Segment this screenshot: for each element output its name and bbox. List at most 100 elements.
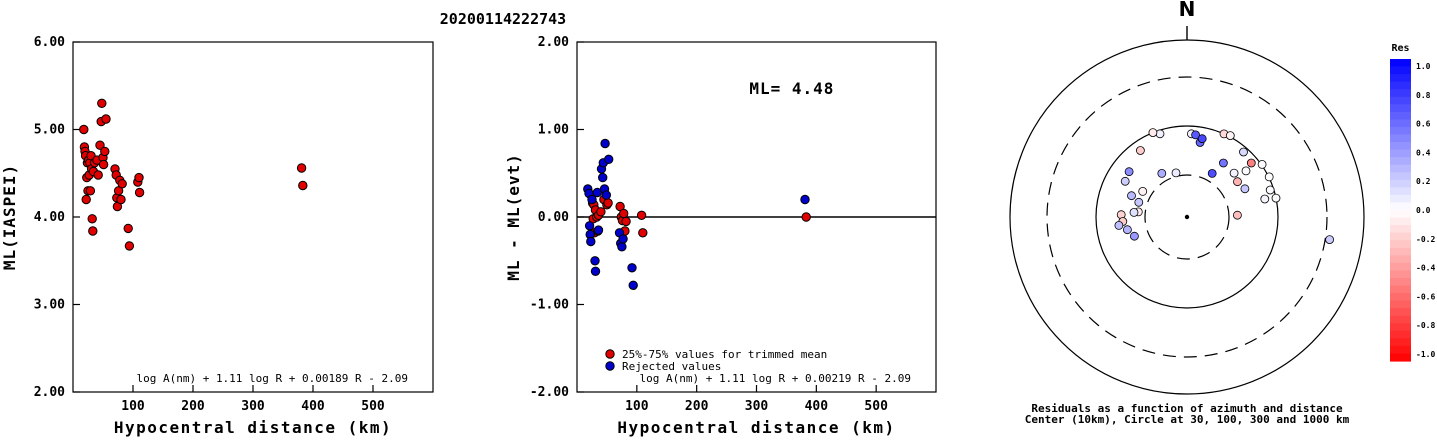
colorbar-segment <box>1390 232 1411 241</box>
colorbar-segment <box>1390 59 1411 68</box>
data-point <box>123 223 133 234</box>
colorbar-segment <box>1390 111 1411 120</box>
colorbar-tick-label: 1.0 <box>1416 62 1431 71</box>
colorbar-segment <box>1390 277 1411 287</box>
legend-label: Rejected values <box>622 360 721 373</box>
y-tick-label: 5.00 <box>34 123 65 138</box>
station-point <box>1225 131 1235 141</box>
data-point <box>596 207 606 217</box>
station-point <box>1207 168 1217 178</box>
colorbar-segment <box>1390 308 1411 317</box>
colorbar-tick-label: 0.6 <box>1416 120 1431 129</box>
colorbar-segment <box>1390 96 1411 105</box>
station-point <box>1229 168 1239 178</box>
x-tick-label: 400 <box>805 399 829 414</box>
colorbar-segment <box>1390 323 1411 332</box>
distance-ring <box>1144 174 1230 260</box>
legend-marker <box>605 349 615 359</box>
x-axis-label: Hypocentral distance (km) <box>114 418 392 437</box>
caption-line-2: Center (10km), Circle at 30, 100, 300 an… <box>1025 413 1350 426</box>
data-point <box>100 146 110 157</box>
x-tick-label: 300 <box>745 399 769 414</box>
station-point <box>1325 235 1334 245</box>
station-point <box>1264 172 1274 182</box>
y-tick-label: 1.00 <box>538 123 569 138</box>
station-point <box>1257 159 1267 169</box>
data-point <box>117 179 127 189</box>
colorbar-segment <box>1390 172 1411 181</box>
data-point <box>586 236 596 247</box>
colorbar-segment <box>1390 126 1411 136</box>
station-point <box>1123 225 1132 235</box>
x-tick-label: 100 <box>625 399 649 414</box>
station-point <box>1240 184 1250 194</box>
station-point <box>1114 220 1124 230</box>
epicenter-marker <box>1184 214 1190 220</box>
y-tick-label: 0.00 <box>538 210 569 225</box>
residual-panel: 100 200 300 400 500 -2.00 -1.00 0.00 1.00 2.00 Hyp… <box>504 35 937 437</box>
data-point <box>590 256 600 266</box>
colorbar-title: Res <box>1391 43 1409 54</box>
colorbar-tick-label: 0.4 <box>1416 148 1431 157</box>
data-point <box>601 190 611 200</box>
figure-title: 20200114222743 <box>440 10 566 28</box>
y-axis-label: ML(IASPEI) <box>0 164 19 270</box>
legend-marker <box>605 361 615 371</box>
data-point <box>618 234 628 244</box>
data-point <box>81 194 91 205</box>
colorbar-tick-label: 0.2 <box>1416 177 1431 186</box>
data-point <box>116 194 126 205</box>
data-point <box>85 186 96 196</box>
colorbar-segment <box>1390 315 1411 324</box>
data-point <box>636 210 647 221</box>
data-point <box>600 138 610 149</box>
y-tick-label: -2.00 <box>530 385 569 400</box>
colorbar-segment <box>1390 149 1411 158</box>
x-tick-label: 400 <box>301 399 325 414</box>
y-tick-label: 6.00 <box>34 35 65 50</box>
data-point <box>800 194 810 205</box>
x-tick-label: 500 <box>361 399 385 414</box>
data-point <box>627 263 637 273</box>
station-point <box>1233 177 1242 187</box>
data-point <box>628 280 638 290</box>
colorbar-segment <box>1390 217 1411 226</box>
station-point <box>1265 185 1275 195</box>
data-point <box>617 242 627 252</box>
colorbar-segment <box>1390 104 1411 113</box>
station-point <box>1233 210 1242 220</box>
y-tick-label: 4.00 <box>34 210 65 225</box>
colorbar-segment <box>1390 353 1411 362</box>
distance-ring <box>1095 125 1279 309</box>
plot-frame <box>72 41 434 393</box>
station-point <box>1241 166 1251 176</box>
station-point <box>1124 167 1134 177</box>
formula-text: log A(nm) + 1.11 log R + 0.00219 R - 2.0… <box>639 372 911 385</box>
data-point <box>604 154 614 165</box>
station-point <box>1239 147 1248 157</box>
colorbar-segment <box>1390 179 1411 188</box>
colorbar-segment <box>1390 134 1411 143</box>
station-point <box>1171 168 1181 178</box>
data-point <box>801 212 811 222</box>
station-point <box>1120 176 1130 186</box>
colorbar-segment <box>1390 270 1411 279</box>
colorbar-segment <box>1390 293 1411 302</box>
x-tick-label: 500 <box>864 399 888 414</box>
data-point <box>134 187 145 198</box>
distance-ring <box>1046 76 1328 358</box>
station-point <box>1197 134 1207 144</box>
data-point <box>584 221 595 231</box>
colorbar-segment <box>1390 142 1411 151</box>
y-tick-label: 3.00 <box>34 298 65 313</box>
colorbar-segment <box>1390 66 1411 75</box>
y-tick-label: 2.00 <box>34 385 65 400</box>
colorbar-tick-label: -0.6 <box>1416 292 1435 301</box>
data-point <box>296 163 307 173</box>
station-point <box>1155 129 1165 139</box>
station-point <box>1148 128 1158 138</box>
colorbar-segment <box>1390 225 1411 234</box>
y-tick-label: 2.00 <box>538 35 569 50</box>
colorbar-tick-label: 0.8 <box>1416 91 1431 100</box>
colorbar-tick-label: -0.8 <box>1416 321 1435 330</box>
